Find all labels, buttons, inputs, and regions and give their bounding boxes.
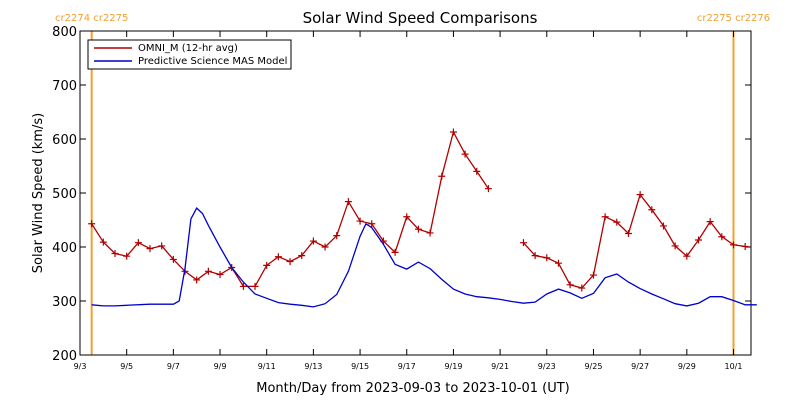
x-tick-label: 9/17 (398, 362, 416, 371)
x-tick-label: 9/11 (258, 362, 276, 371)
data-point (158, 242, 166, 250)
data-point (426, 229, 434, 237)
data-point (461, 150, 469, 158)
data-point (286, 258, 294, 266)
data-point (111, 249, 119, 257)
series-0 (88, 128, 749, 292)
y-tick-label: 300 (52, 295, 77, 310)
y-tick-label: 400 (52, 241, 77, 256)
data-point (636, 191, 644, 199)
data-point (648, 206, 656, 214)
axes: 200 300 400 500 600 700 800 9/3 9/5 9/7 9/9 9/11 9/1… (52, 25, 751, 371)
data-point (99, 238, 107, 246)
data-point (216, 271, 224, 279)
data-point (356, 217, 364, 225)
x-tick-label: 10/1 (725, 362, 743, 371)
data-point (88, 220, 96, 228)
x-tick-label: 9/13 (304, 362, 322, 371)
data-point (333, 232, 341, 240)
x-axis-label: Month/Day from 2023-09-03 to 2023-10-01 … (256, 381, 569, 396)
legend-label-omni: OMNI_M (12-hr avg) (138, 43, 238, 54)
series-layer (88, 128, 757, 308)
plot-frame (79, 30, 752, 356)
x-tick-label: 9/23 (538, 362, 556, 371)
data-point (694, 236, 702, 244)
legend: OMNI_M (12-hr avg) Predictive Science MA… (87, 39, 292, 70)
data-point (204, 267, 212, 275)
data-point (321, 243, 329, 251)
data-point (718, 233, 726, 241)
data-point (438, 172, 446, 180)
data-point (589, 271, 597, 279)
data-point (741, 242, 749, 250)
y-tick-label: 800 (52, 25, 77, 40)
data-point (729, 241, 737, 249)
x-tick-label: 9/9 (214, 362, 227, 371)
y-tick-label: 600 (52, 133, 77, 148)
data-point (706, 218, 714, 226)
x-tick-label: 9/3 (74, 362, 87, 371)
data-point (344, 198, 352, 206)
y-tick-label: 700 (52, 79, 77, 94)
data-point (601, 213, 609, 221)
y-axis-label: Solar Wind Speed (km/s) (31, 113, 46, 273)
series-1 (91, 207, 757, 308)
x-tick-label: 9/19 (444, 362, 462, 371)
data-point (566, 281, 574, 289)
data-point (193, 276, 201, 284)
data-point (414, 225, 422, 233)
x-tick-label: 9/21 (491, 362, 509, 371)
data-point (169, 255, 177, 263)
data-point (134, 239, 142, 247)
data-point (251, 282, 259, 290)
y-tick-label: 500 (52, 187, 77, 202)
x-tick-label: 9/27 (631, 362, 649, 371)
carrington-boundary-label: cr2274 cr2275 (55, 13, 128, 24)
data-point (519, 239, 527, 247)
data-point (391, 248, 399, 256)
data-point (671, 242, 679, 250)
series-line (91, 207, 757, 308)
chart-title: Solar Wind Speed Comparisons (303, 9, 538, 27)
data-point (531, 252, 539, 260)
carrington-boundary-label: cr2275 cr2276 (697, 13, 770, 24)
y-tick-label: 200 (52, 349, 77, 364)
data-point (554, 259, 562, 267)
x-tick-label: 9/29 (678, 362, 696, 371)
data-point (263, 261, 271, 269)
data-point (298, 252, 306, 260)
data-point (274, 253, 282, 261)
data-point (613, 218, 621, 226)
series-line (522, 193, 746, 289)
data-point (123, 252, 131, 260)
data-point (403, 213, 411, 221)
x-tick-label: 9/7 (167, 362, 180, 371)
data-point (239, 282, 247, 290)
data-point (449, 128, 457, 136)
data-point (578, 284, 586, 292)
x-tick-label: 9/5 (120, 362, 133, 371)
legend-box (87, 39, 292, 70)
data-point (659, 222, 667, 230)
data-point (624, 230, 632, 237)
data-point (368, 220, 376, 228)
x-tick-label: 9/25 (584, 362, 602, 371)
data-point (309, 237, 317, 245)
data-point (484, 185, 492, 193)
data-point (473, 167, 481, 175)
legend-label-mas: Predictive Science MAS Model (138, 56, 287, 67)
data-point (146, 245, 154, 253)
data-point (683, 252, 691, 260)
x-tick-label: 9/15 (351, 362, 369, 371)
data-point (543, 254, 551, 262)
